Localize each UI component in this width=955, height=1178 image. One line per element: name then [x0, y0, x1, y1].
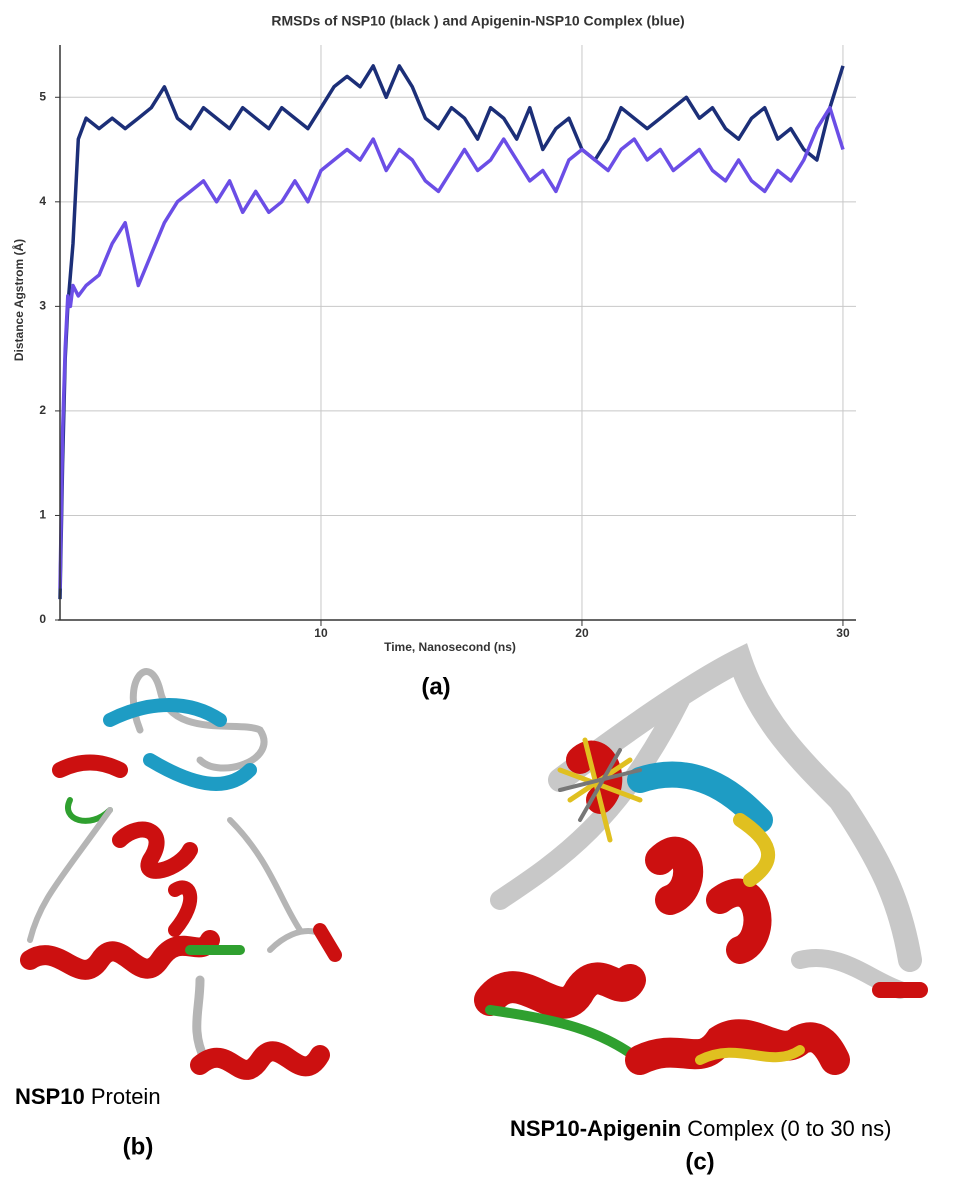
- caption-bold: NSP10-Apigenin: [510, 1116, 681, 1141]
- caption-bold: NSP10: [15, 1084, 85, 1109]
- y-tick-label: 0: [39, 612, 46, 626]
- x-axis-label: Time, Nanosecond (ns): [384, 640, 516, 654]
- x-tick-label: 30: [836, 626, 850, 640]
- y-axis-label: Distance Agstrom (Å): [11, 239, 26, 361]
- series-line: [58, 105, 845, 589]
- protein-image-c: [474, 643, 928, 1075]
- caption-text: Protein: [91, 1084, 161, 1109]
- chart-title: RMSDs of NSP10 (black ) and Apigenin-NSP…: [271, 13, 684, 29]
- x-tick-label: 20: [575, 626, 589, 640]
- x-tick-label: 10: [314, 626, 328, 640]
- y-tick-label: 2: [39, 403, 46, 417]
- y-tick-label: 3: [39, 299, 46, 313]
- panel-label: (b): [123, 1133, 154, 1160]
- y-tick-label: 5: [39, 89, 46, 103]
- y-tick-label: 4: [39, 194, 46, 208]
- plot-area: 0 1 2 3 4 5 10 20 30: [39, 45, 856, 640]
- caption-b: NSP10 Protein: [15, 1084, 161, 1109]
- series-line: [58, 64, 845, 600]
- y-tick-label: 1: [39, 508, 46, 522]
- panel-label: (a): [421, 673, 450, 700]
- protein-image-b: [20, 668, 342, 1080]
- caption-text: Complex (0 to 30 ns): [687, 1116, 891, 1141]
- panel-label: (c): [685, 1148, 714, 1175]
- caption-c: NSP10-Apigenin Complex (0 to 30 ns): [510, 1116, 891, 1141]
